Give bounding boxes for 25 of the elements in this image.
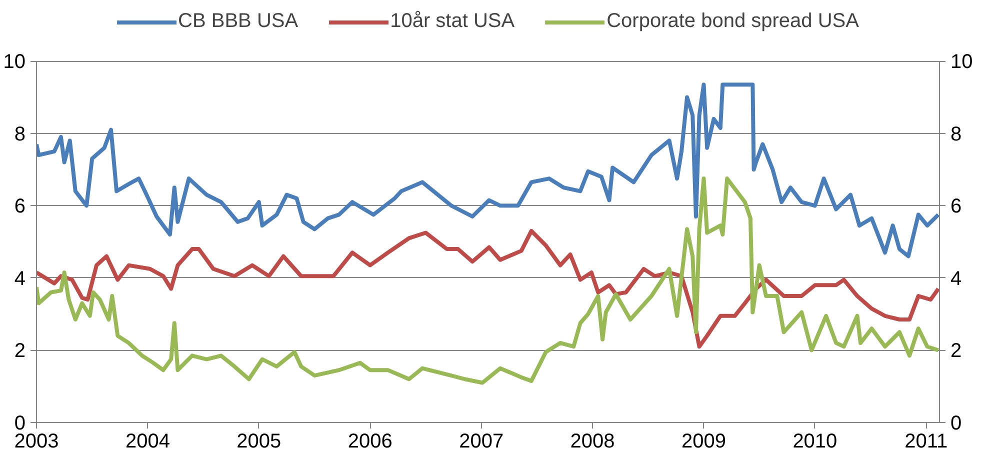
x-tick-label: 2007 (459, 430, 504, 452)
x-tick-label: 2004 (125, 430, 170, 452)
legend-label: CB BBB USA (178, 10, 298, 33)
legend-label: 10år stat USA (390, 10, 515, 33)
y2-tick-label: 4 (950, 268, 962, 290)
y2-tick-label: 8 (950, 123, 962, 146)
y-tick-label: 4 (14, 268, 26, 290)
x-tick-label: 2009 (681, 430, 726, 452)
y2-tick-label: 10 (950, 51, 973, 74)
x-tick-label: 2010 (792, 430, 838, 452)
y2-tick-label: 0 (950, 412, 962, 434)
line-series (36, 82, 940, 258)
x-tick-label: 2008 (570, 430, 615, 452)
y-tick-label: 6 (14, 196, 26, 218)
y2-tick-label: 6 (950, 196, 962, 218)
y-tick-label: 8 (14, 123, 26, 146)
y-tick-label: 2 (14, 340, 26, 362)
line-series (36, 228, 940, 349)
x-tick-label: 2011 (904, 430, 948, 452)
y2-tick-label: 2 (950, 340, 962, 362)
legend-label: Corporate bond spread USA (606, 10, 859, 33)
x-tick-label: 2005 (236, 430, 282, 452)
x-tick-label: 2006 (348, 430, 392, 452)
line-series (36, 176, 940, 385)
y-tick-label: 10 (3, 51, 26, 74)
